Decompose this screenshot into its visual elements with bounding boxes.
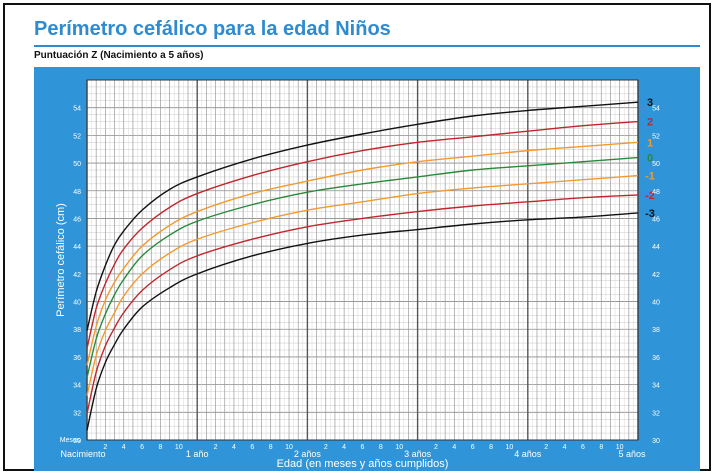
- x-tick-label-month: 8: [379, 444, 383, 451]
- y-tick-label-right: 36: [652, 355, 660, 362]
- z-score-curves: 3 2 1 0 -1 -2 -3: [86, 97, 655, 431]
- x-tick-label-month: 2: [103, 444, 107, 451]
- y-axis-label: Perímetro cefálico (cm): [55, 203, 67, 317]
- y-tick-label-right: 48: [652, 189, 660, 196]
- x-tick-label-month: 6: [471, 444, 475, 451]
- y-tick-label-right: 30: [652, 438, 660, 445]
- series-label-z2: 2: [647, 117, 653, 129]
- y-tick-label-left: 34: [73, 383, 81, 390]
- x-tick-label-month: 6: [361, 444, 365, 451]
- x-tick-label-month: 4: [342, 444, 346, 451]
- x-tick-label-month: 10: [616, 444, 624, 451]
- x-tick-label-month: 8: [159, 444, 163, 451]
- y-tick-label-left: 36: [73, 355, 81, 362]
- x-tick-label-month: 8: [269, 444, 273, 451]
- y-tick-label-left: 42: [73, 272, 81, 279]
- x-axis-label: Edad (en meses y años cumplidos): [277, 458, 449, 470]
- x-tick-label-year: 3 años: [404, 449, 432, 459]
- x-tick-label-month: 4: [452, 444, 456, 451]
- x-tick-label-year: 4 años: [514, 449, 542, 459]
- series-label-z-2: -2: [645, 190, 655, 202]
- y-tick-label-left: 30: [73, 438, 81, 445]
- y-tick-label-left: 52: [73, 133, 81, 140]
- x-tick-label-month: 8: [489, 444, 493, 451]
- y-tick-label-left: 54: [73, 106, 81, 113]
- x-tick-label-month: 2: [214, 444, 218, 451]
- x-tick-label-month: 2: [324, 444, 328, 451]
- y-tick-label-right: 38: [652, 327, 660, 334]
- y-tick-label-right: 42: [652, 272, 660, 279]
- chart-title: Perímetro cefálico para la edad Niños: [34, 18, 391, 40]
- curve-z3: [86, 101, 639, 331]
- series-label-z1: 1: [647, 137, 653, 149]
- y-tick-label-left: 32: [73, 410, 81, 417]
- curve-z-3: [86, 212, 639, 431]
- x-tick-label-month: 6: [250, 444, 254, 451]
- x-tick-label-month: 6: [140, 444, 144, 451]
- y-tick-label-right: 44: [652, 244, 660, 251]
- curve-z2: [86, 120, 639, 349]
- curve-z-1: [86, 174, 639, 396]
- x-tick-label-year: Nacimiento: [60, 449, 105, 459]
- y-tick-label-right: 34: [652, 383, 660, 390]
- y-tick-label-left: 46: [73, 216, 81, 223]
- x-tick-label-month: 4: [232, 444, 236, 451]
- series-label-z3: 3: [647, 97, 653, 109]
- y-tick-label-left: 38: [73, 327, 81, 334]
- y-tick-label-left: 48: [73, 189, 81, 196]
- x-tick-label-year: 5 años: [618, 449, 646, 459]
- y-tick-label-left: 40: [73, 300, 81, 307]
- y-tick-label-right: 46: [652, 216, 660, 223]
- x-tick-label-month: 10: [395, 444, 403, 451]
- x-unit-label: Meses: [60, 437, 81, 444]
- x-tick-label-month: 6: [581, 444, 585, 451]
- grid-lines: [86, 79, 639, 441]
- y-tick-label-right: 32: [652, 410, 660, 417]
- chart-subtitle: Puntuación Z (Nacimiento a 5 años): [34, 50, 204, 61]
- x-tick-label-month: 10: [506, 444, 514, 451]
- y-tick-label-left: 50: [73, 161, 81, 168]
- x-tick-label-month: 2: [544, 444, 548, 451]
- x-tick-label-year: 2 años: [294, 449, 322, 459]
- curve-z0: [86, 156, 639, 378]
- x-tick-label-month: 8: [599, 444, 603, 451]
- x-tick-label-month: 4: [563, 444, 567, 451]
- curve-z-2: [86, 194, 639, 414]
- x-tick-label-month: 2: [434, 444, 438, 451]
- title-underline: [34, 45, 700, 47]
- plot-border: [86, 79, 639, 441]
- x-tick-label-month: 10: [285, 444, 293, 451]
- x-tick-label-month: 4: [122, 444, 126, 451]
- series-label-z-3: -3: [645, 208, 655, 220]
- y-tick-label-right: 40: [652, 300, 660, 307]
- series-label-z0: 0: [647, 153, 653, 165]
- curve-z1: [86, 141, 639, 366]
- y-tick-label-right: 50: [652, 161, 660, 168]
- y-tick-label-left: 44: [73, 244, 81, 251]
- x-tick-label-month: 10: [175, 444, 183, 451]
- series-label-z-1: -1: [645, 171, 655, 183]
- y-tick-label-right: 52: [652, 133, 660, 140]
- x-tick-label-year: 1 año: [186, 449, 209, 459]
- y-tick-label-right: 54: [652, 106, 660, 113]
